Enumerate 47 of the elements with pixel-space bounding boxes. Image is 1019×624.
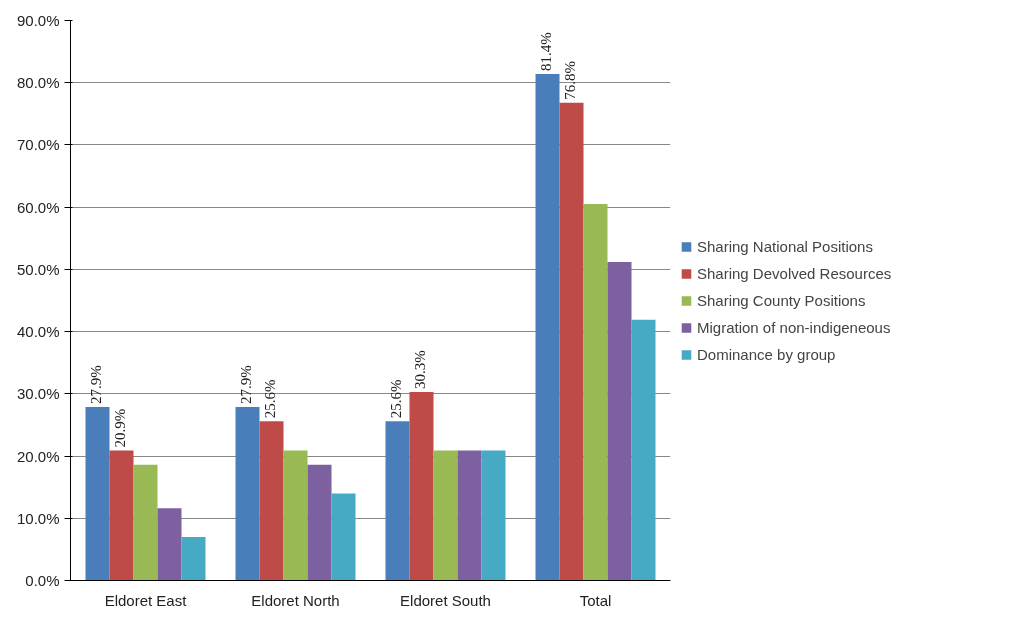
- bar: [535, 74, 560, 581]
- legend-label: Sharing Devolved Resources: [697, 264, 892, 282]
- bar: [583, 204, 608, 581]
- bar: [181, 536, 206, 581]
- bar: [133, 464, 158, 581]
- data-label: 25.6%: [262, 379, 279, 419]
- bar: [607, 261, 632, 581]
- x-tick-label: Total: [579, 591, 612, 609]
- legend-label: Sharing National Positions: [697, 237, 873, 255]
- bar: [559, 102, 584, 581]
- data-label: 27.9%: [88, 365, 105, 404]
- y-tick-label: 30.0%: [16, 385, 60, 403]
- data-label: 76.8%: [562, 60, 579, 100]
- data-label: 27.9%: [238, 365, 255, 404]
- data-label: 30.3%: [412, 350, 429, 389]
- legend-label: Migration of non-indigeneous: [697, 318, 891, 336]
- y-tick-label: 10.0%: [16, 509, 60, 527]
- bar: [157, 508, 182, 581]
- data-label: 20.9%: [112, 408, 129, 448]
- bar: [109, 450, 134, 581]
- bar: [307, 464, 332, 581]
- bar: [235, 406, 260, 581]
- x-tick-label: Eldoret South: [400, 591, 491, 609]
- bar: [283, 450, 308, 581]
- data-label: 81.4%: [538, 32, 555, 72]
- bar: [433, 450, 458, 581]
- y-tick-label: 90.0%: [16, 12, 60, 29]
- bar: [631, 319, 656, 581]
- bar: [85, 406, 110, 581]
- y-tick-label: 70.0%: [16, 136, 60, 154]
- y-tick-label: 80.0%: [16, 74, 60, 92]
- y-tick-label: 40.0%: [16, 323, 60, 341]
- legend-label: Dominance by group: [697, 345, 836, 363]
- data-label: 25.6%: [388, 379, 405, 419]
- y-tick-label: 50.0%: [16, 260, 60, 278]
- y-tick-label: 0.0%: [25, 572, 60, 589]
- bar: [457, 450, 482, 581]
- legend-label: Sharing County Positions: [697, 291, 866, 309]
- bar: [409, 391, 434, 581]
- bar: [259, 421, 284, 581]
- x-tick-label: Eldoret East: [104, 591, 188, 609]
- bar: [385, 421, 410, 581]
- y-tick-label: 60.0%: [16, 198, 60, 216]
- x-tick-label: Eldoret North: [251, 591, 340, 609]
- bar: [481, 450, 506, 581]
- bar: [331, 493, 356, 581]
- y-tick-label: 20.0%: [16, 447, 60, 465]
